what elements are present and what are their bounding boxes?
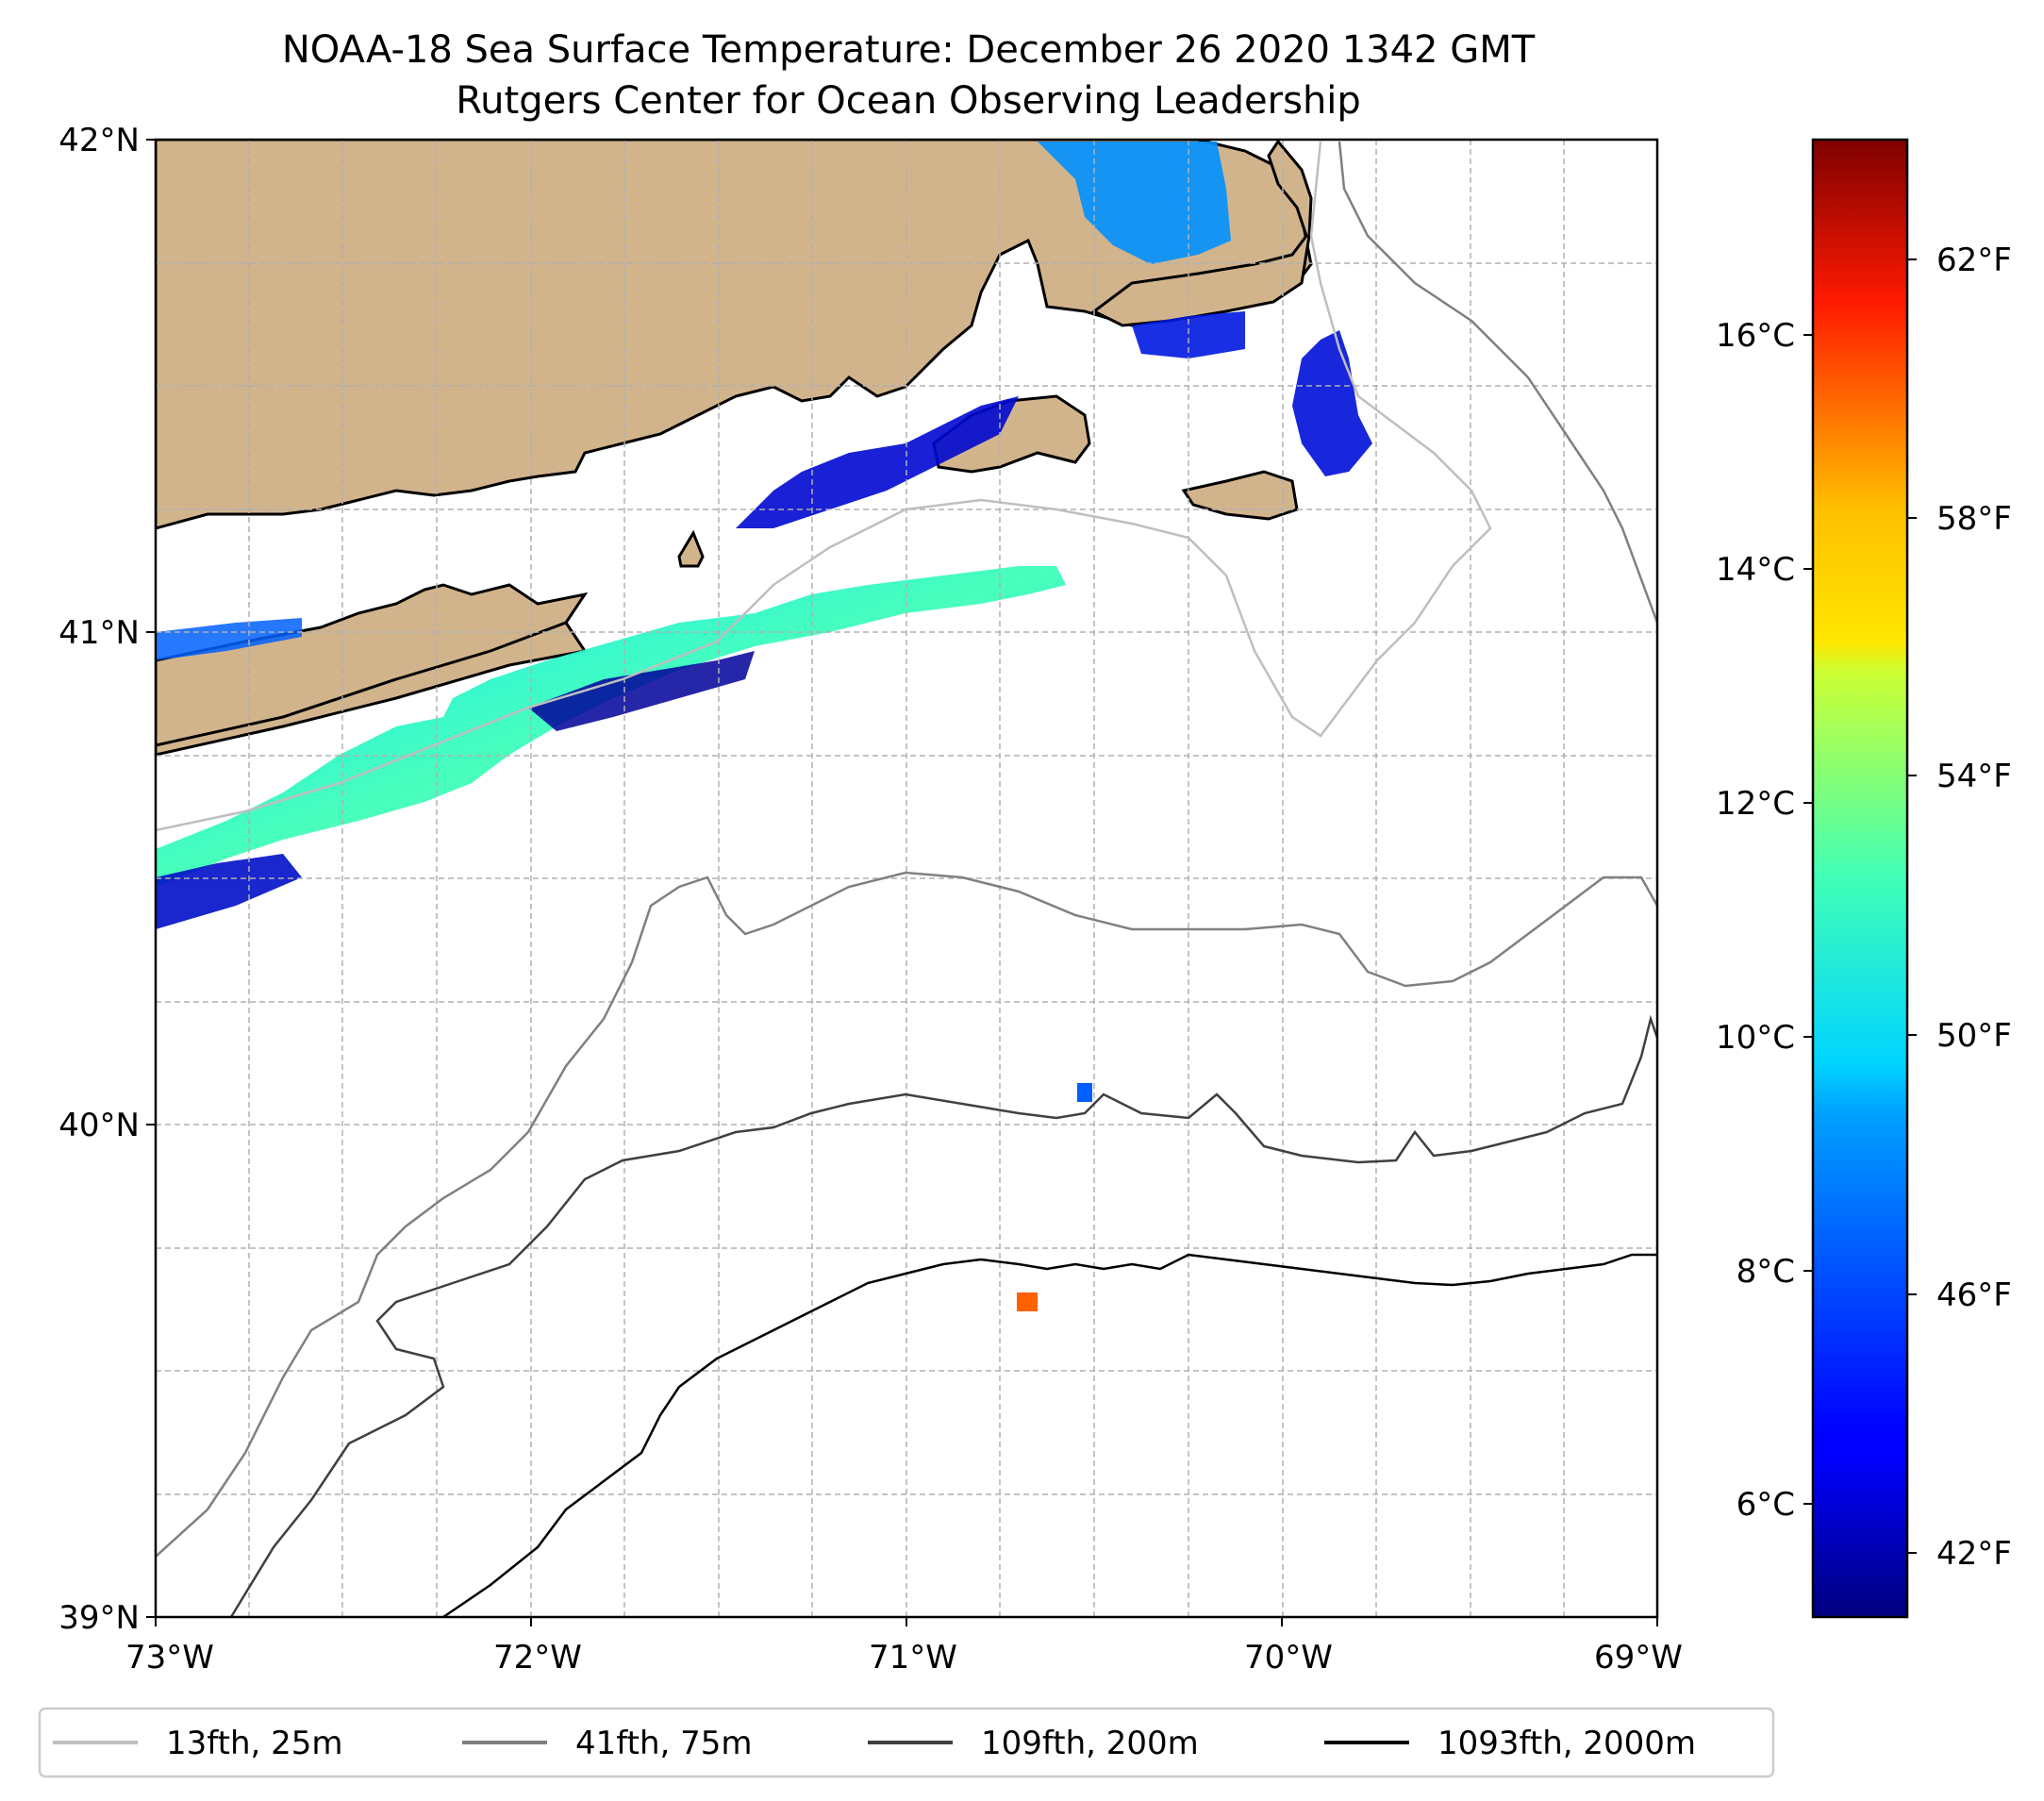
colorbar-c-6: 6°C — [1737, 1486, 1795, 1524]
legend-label-200m: 109fth, 200m — [981, 1725, 1199, 1762]
sst-cold-nearshore — [736, 396, 1019, 528]
sst-cold-sound — [156, 618, 302, 660]
colorbar-f-46: 46°F — [1936, 1276, 2012, 1314]
colorbar-celsius-ticks — [1803, 334, 1813, 1505]
lon-label-70w: 70°W — [1244, 1639, 1333, 1676]
subtitle-line-2: Rutgers Center for Ocean Observing Leade… — [456, 79, 1361, 123]
lon-ticks — [155, 1617, 1658, 1626]
colorbar-c-8: 8°C — [1737, 1253, 1795, 1291]
sst-swath-cold-center — [528, 651, 755, 731]
isobath-25m — [156, 141, 1492, 832]
legend-label-2000m: 1093fth, 2000m — [1437, 1725, 1696, 1762]
land-cape-cod — [1091, 140, 1313, 327]
lon-label-69w: 69°W — [1594, 1639, 1683, 1676]
colorbar-f-54: 54°F — [1936, 758, 2012, 795]
lon-label-72w: 72°W — [493, 1639, 582, 1676]
lon-label-71w: 71°W — [869, 1639, 957, 1676]
title-line-1: NOAA-18 Sea Surface Temperature: Decembe… — [282, 28, 1536, 72]
sst-cold-offshore-east — [1292, 330, 1372, 476]
colorbar-c-16: 16°C — [1716, 317, 1795, 355]
lat-label-39n: 39°N — [58, 1599, 140, 1637]
lat-label-40n: 40°N — [58, 1107, 140, 1144]
sst-warm-speck — [1017, 1292, 1038, 1311]
colorbar-f-62: 62°F — [1936, 242, 2012, 279]
map-area — [156, 140, 1657, 1617]
colorbar-f-50: 50°F — [1936, 1017, 2012, 1055]
lat-label-42n: 42°N — [58, 122, 140, 159]
lon-label-73w: 73°W — [125, 1639, 214, 1676]
colorbar-c-10: 10°C — [1716, 1019, 1795, 1057]
sst-speck-offshore — [1077, 1083, 1092, 1102]
lat-ticks — [146, 139, 156, 1618]
sst-swath-main — [156, 566, 1066, 887]
lat-label-41n: 41°N — [58, 614, 140, 652]
isobath-75m — [156, 141, 1657, 1558]
colorbar-f-42: 42°F — [1936, 1535, 2012, 1573]
sst-swath-cold-west — [156, 854, 302, 929]
colorbar — [1811, 138, 1909, 1619]
colorbar-f-58: 58°F — [1936, 500, 2012, 538]
land-block-island — [677, 529, 705, 568]
legend-label-25m: 13fth, 25m — [166, 1725, 343, 1762]
colorbar-fahrenheit-ticks — [1907, 258, 1917, 1554]
colorbar-c-14: 14°C — [1716, 551, 1795, 589]
isobath-2000m — [442, 1253, 1657, 1617]
sst-cold-cape-cod-bay — [1038, 142, 1231, 264]
isobath-200m — [229, 1014, 1657, 1617]
colorbar-c-12: 12°C — [1716, 785, 1795, 823]
sst-cold-nantucket-sound — [1132, 311, 1245, 359]
legend-label-75m: 41fth, 75m — [575, 1725, 753, 1762]
land-long-island-south-shore — [156, 621, 588, 757]
